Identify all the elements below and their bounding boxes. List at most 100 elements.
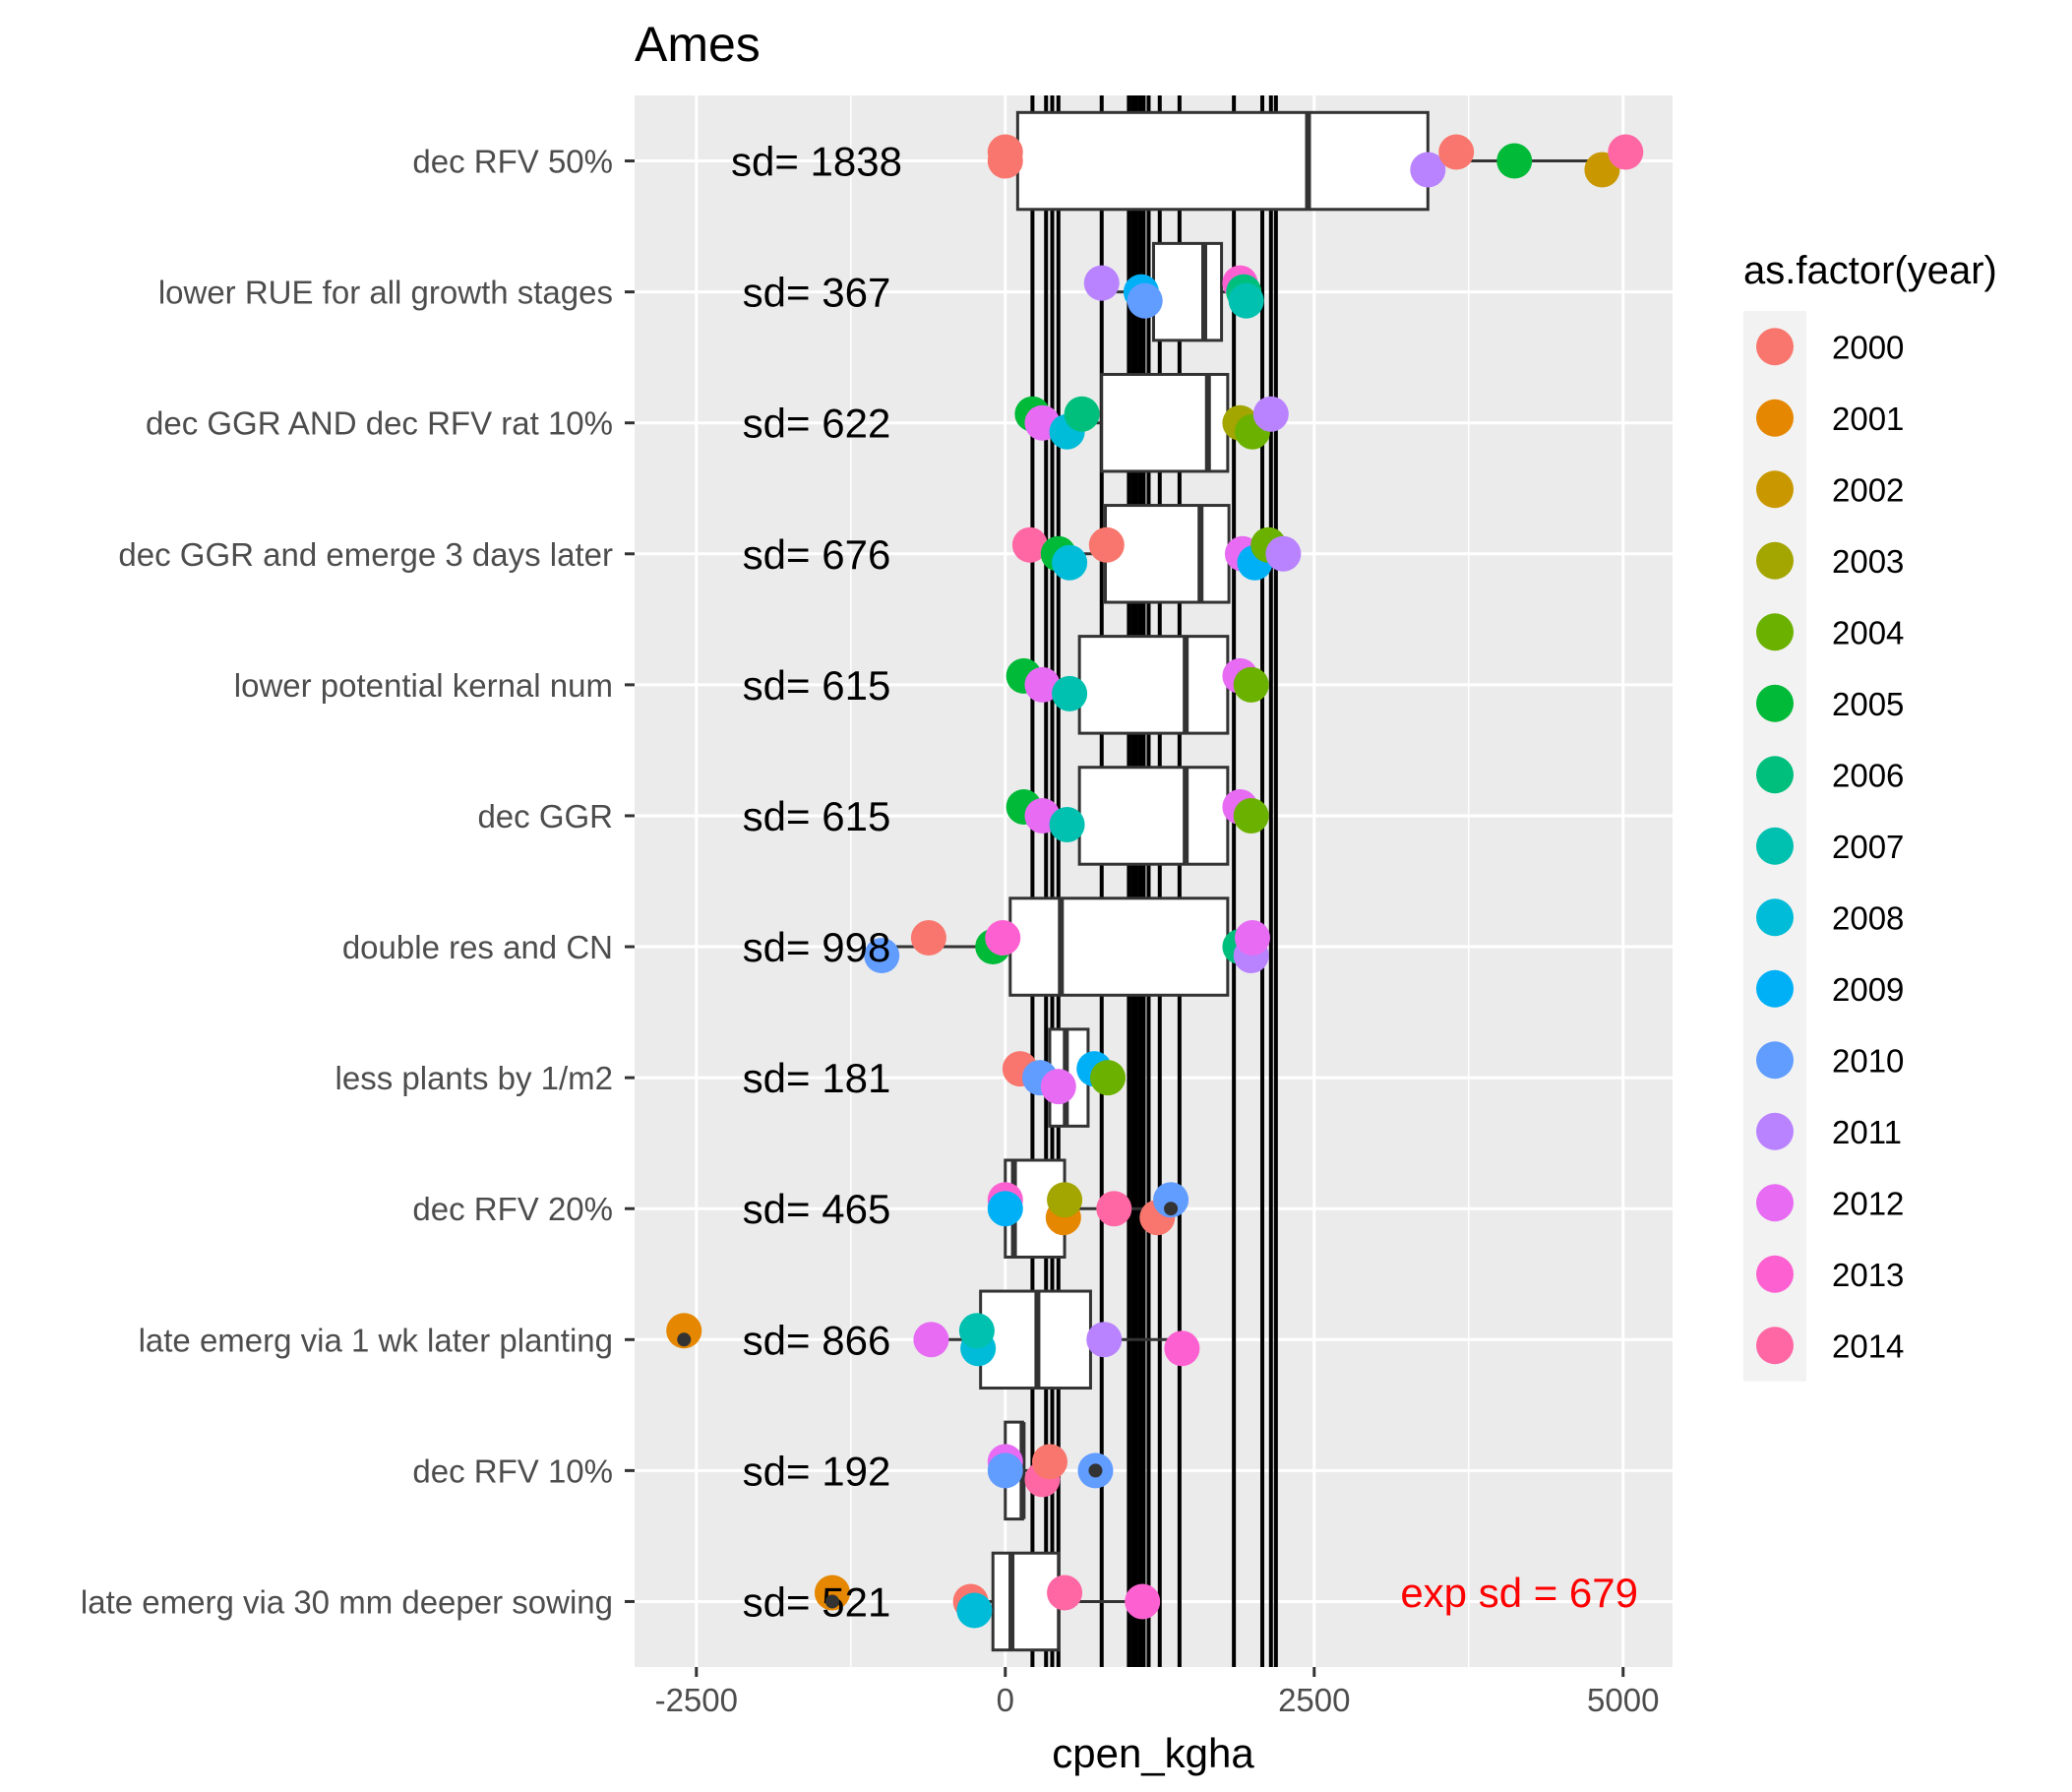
outlier-point xyxy=(1164,1202,1179,1216)
y-axis-ticks: dec RFV 50% lower RUE for all growth stag… xyxy=(81,144,635,1620)
legend-label: 2013 xyxy=(1832,1257,1904,1293)
legend-swatch xyxy=(1756,328,1794,366)
sd-label: sd= 676 xyxy=(743,531,891,578)
data-point xyxy=(987,143,1023,179)
box-iqr xyxy=(1104,504,1231,604)
x-tick-label: 5000 xyxy=(1587,1682,1659,1718)
data-point xyxy=(958,1313,995,1349)
outlier-points xyxy=(677,1202,1179,1609)
legend-swatch xyxy=(1756,827,1794,865)
data-point xyxy=(987,1452,1023,1489)
boxplots xyxy=(893,110,1623,1652)
legend-swatch xyxy=(1756,1255,1794,1293)
data-point xyxy=(864,938,900,974)
data-point xyxy=(814,1575,850,1611)
data-point xyxy=(1024,666,1061,703)
legend-swatch xyxy=(1756,1327,1794,1365)
outlier-point xyxy=(824,1594,839,1609)
data-point xyxy=(910,920,946,957)
box-iqr xyxy=(1015,110,1430,212)
y-tick-label: dec GGR AND dec RFV rat 10% xyxy=(146,405,613,442)
boxplot xyxy=(1038,372,1271,473)
sd-label: sd= 1838 xyxy=(731,139,902,185)
legend-swatch xyxy=(1756,399,1794,437)
outlier-point xyxy=(1088,1463,1103,1478)
box-iqr xyxy=(1077,766,1230,866)
y-tick-label: less plants by 1/m2 xyxy=(335,1060,613,1096)
data-point xyxy=(987,1191,1023,1227)
legend-title: as.factor(year) xyxy=(1743,249,1997,292)
exp-sd-annotation: exp sd = 679 xyxy=(1400,1570,1638,1616)
data-point xyxy=(985,920,1021,957)
data-point xyxy=(1032,1444,1067,1480)
vertical-reference-lines xyxy=(1030,95,1278,1667)
box-iqr xyxy=(1152,241,1224,342)
boxplot xyxy=(1101,241,1241,342)
data-point xyxy=(1496,143,1533,179)
boxplot xyxy=(1029,504,1265,604)
data-point xyxy=(1127,282,1163,319)
data-point xyxy=(1052,675,1088,711)
data-point xyxy=(1052,544,1088,581)
sd-label: sd= 521 xyxy=(743,1578,891,1625)
data-point xyxy=(1164,1330,1200,1367)
data-points xyxy=(666,134,1644,1629)
data-point xyxy=(1252,396,1289,432)
data-point xyxy=(1438,134,1475,170)
sd-label: sd= 615 xyxy=(743,662,891,709)
data-point xyxy=(1608,134,1644,170)
legend-label: 2000 xyxy=(1832,329,1904,365)
sd-label: sd= 622 xyxy=(743,401,891,447)
legend-label: 2011 xyxy=(1832,1114,1902,1150)
legend-swatch xyxy=(1756,613,1794,651)
data-point xyxy=(1086,1322,1123,1358)
legend-label: 2001 xyxy=(1832,401,1904,437)
box-iqr xyxy=(1008,896,1230,997)
legend-swatch xyxy=(1756,470,1794,509)
data-point xyxy=(1047,1575,1083,1611)
y-tick-label: dec GGR xyxy=(477,798,613,834)
data-point xyxy=(1125,1583,1161,1620)
data-point xyxy=(1049,806,1085,842)
legend-label: 2010 xyxy=(1832,1042,1904,1079)
data-point xyxy=(1047,1182,1083,1218)
sd-label: sd= 866 xyxy=(743,1317,891,1363)
data-point xyxy=(1265,535,1302,572)
x-axis-label: cpen_kgha xyxy=(1052,1730,1254,1776)
legend: as.factor(year) 2000 2001 2002 2003 2004 2005… xyxy=(1743,249,1997,1382)
legend-label: 2005 xyxy=(1832,686,1904,722)
sd-label: sd= 615 xyxy=(743,793,891,839)
data-point xyxy=(1083,265,1120,301)
legend-label: 2006 xyxy=(1832,757,1904,793)
outlier-point xyxy=(677,1332,692,1347)
y-tick-label: dec RFV 10% xyxy=(412,1452,613,1489)
sd-labels: sd= 1838 sd= 367 sd= 622 sd= 676 sd= 615 sd= … xyxy=(731,139,902,1626)
x-axis-ticks: -2500 0 2500 5000 xyxy=(655,1667,1659,1718)
legend-swatch xyxy=(1756,1041,1794,1080)
legend-label: 2003 xyxy=(1832,543,1904,580)
data-point xyxy=(1096,1191,1132,1227)
legend-swatch xyxy=(1756,898,1794,937)
boxplot xyxy=(893,896,1241,997)
chart-title: Ames xyxy=(635,17,761,72)
legend-label: 2012 xyxy=(1832,1185,1904,1221)
y-tick-label: dec RFV 20% xyxy=(412,1191,613,1227)
legend-label: 2014 xyxy=(1832,1328,1904,1364)
x-tick-label: 0 xyxy=(997,1682,1014,1718)
legend-label: 2008 xyxy=(1832,899,1904,936)
data-point xyxy=(1011,526,1048,563)
data-point xyxy=(1410,152,1446,188)
legend-swatch xyxy=(1756,756,1794,794)
y-tick-label: dec GGR and emerge 3 days later xyxy=(118,536,613,573)
legend-swatch xyxy=(1756,684,1794,722)
legend-swatch xyxy=(1756,541,1794,580)
sd-label: sd= 367 xyxy=(743,270,891,316)
data-point xyxy=(1088,526,1125,563)
y-tick-label: late emerg via 30 mm deeper sowing xyxy=(81,1583,613,1620)
box-iqr xyxy=(991,1551,1061,1652)
legend-swatch xyxy=(1756,1184,1794,1222)
data-point xyxy=(913,1322,949,1358)
sd-label: sd= 465 xyxy=(743,1186,891,1232)
y-tick-label: lower RUE for all growth stages xyxy=(158,275,613,311)
